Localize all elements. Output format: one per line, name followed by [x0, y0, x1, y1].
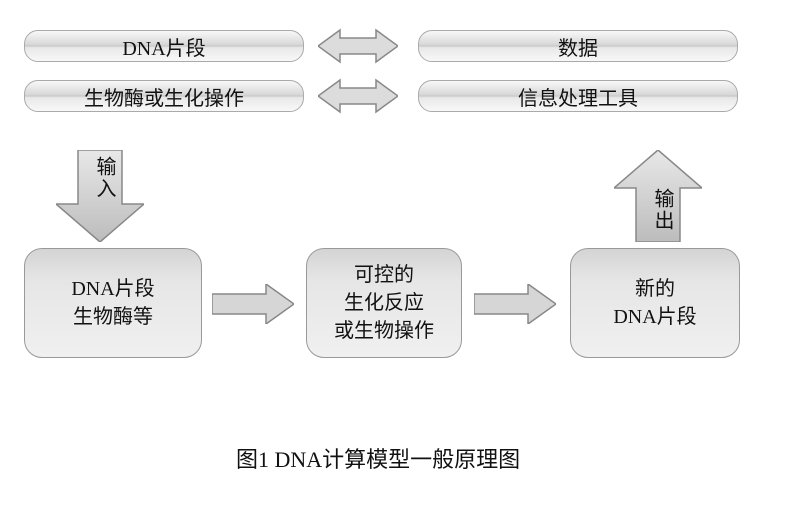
process-box-1: DNA片段 生物酶等	[24, 248, 202, 358]
bidir-arrow-top	[318, 24, 398, 68]
process-box-2: 可控的 生化反应 或生物操作	[306, 248, 462, 358]
top-right-label: 数据	[558, 32, 598, 61]
top-left-label: DNA片段	[122, 32, 205, 61]
input-arrow: 输入	[56, 150, 144, 242]
input-label: 输入	[90, 156, 119, 200]
mid-right-label: 信息处理工具	[518, 82, 638, 111]
flow-arrow-2	[474, 284, 556, 324]
process-box-3: 新的 DNA片段	[570, 248, 740, 358]
figure-caption: 图1 DNA计算模型一般原理图	[236, 442, 520, 474]
mid-left-label: 生物酶或生化操作	[84, 82, 244, 111]
output-arrow: 输出	[614, 150, 702, 242]
bidir-arrow-mid	[318, 74, 398, 118]
caption-text: 图1 DNA计算模型一般原理图	[236, 447, 520, 472]
process-box-1-label: DNA片段 生物酶等	[71, 275, 154, 331]
mid-left-box: 生物酶或生化操作	[24, 80, 304, 112]
output-label: 输出	[648, 188, 677, 232]
process-box-3-label: 新的 DNA片段	[613, 275, 696, 331]
top-right-box: 数据	[418, 30, 738, 62]
flow-arrow-1	[212, 284, 294, 324]
process-box-2-label: 可控的 生化反应 或生物操作	[334, 261, 434, 345]
top-left-box: DNA片段	[24, 30, 304, 62]
mid-right-box: 信息处理工具	[418, 80, 738, 112]
